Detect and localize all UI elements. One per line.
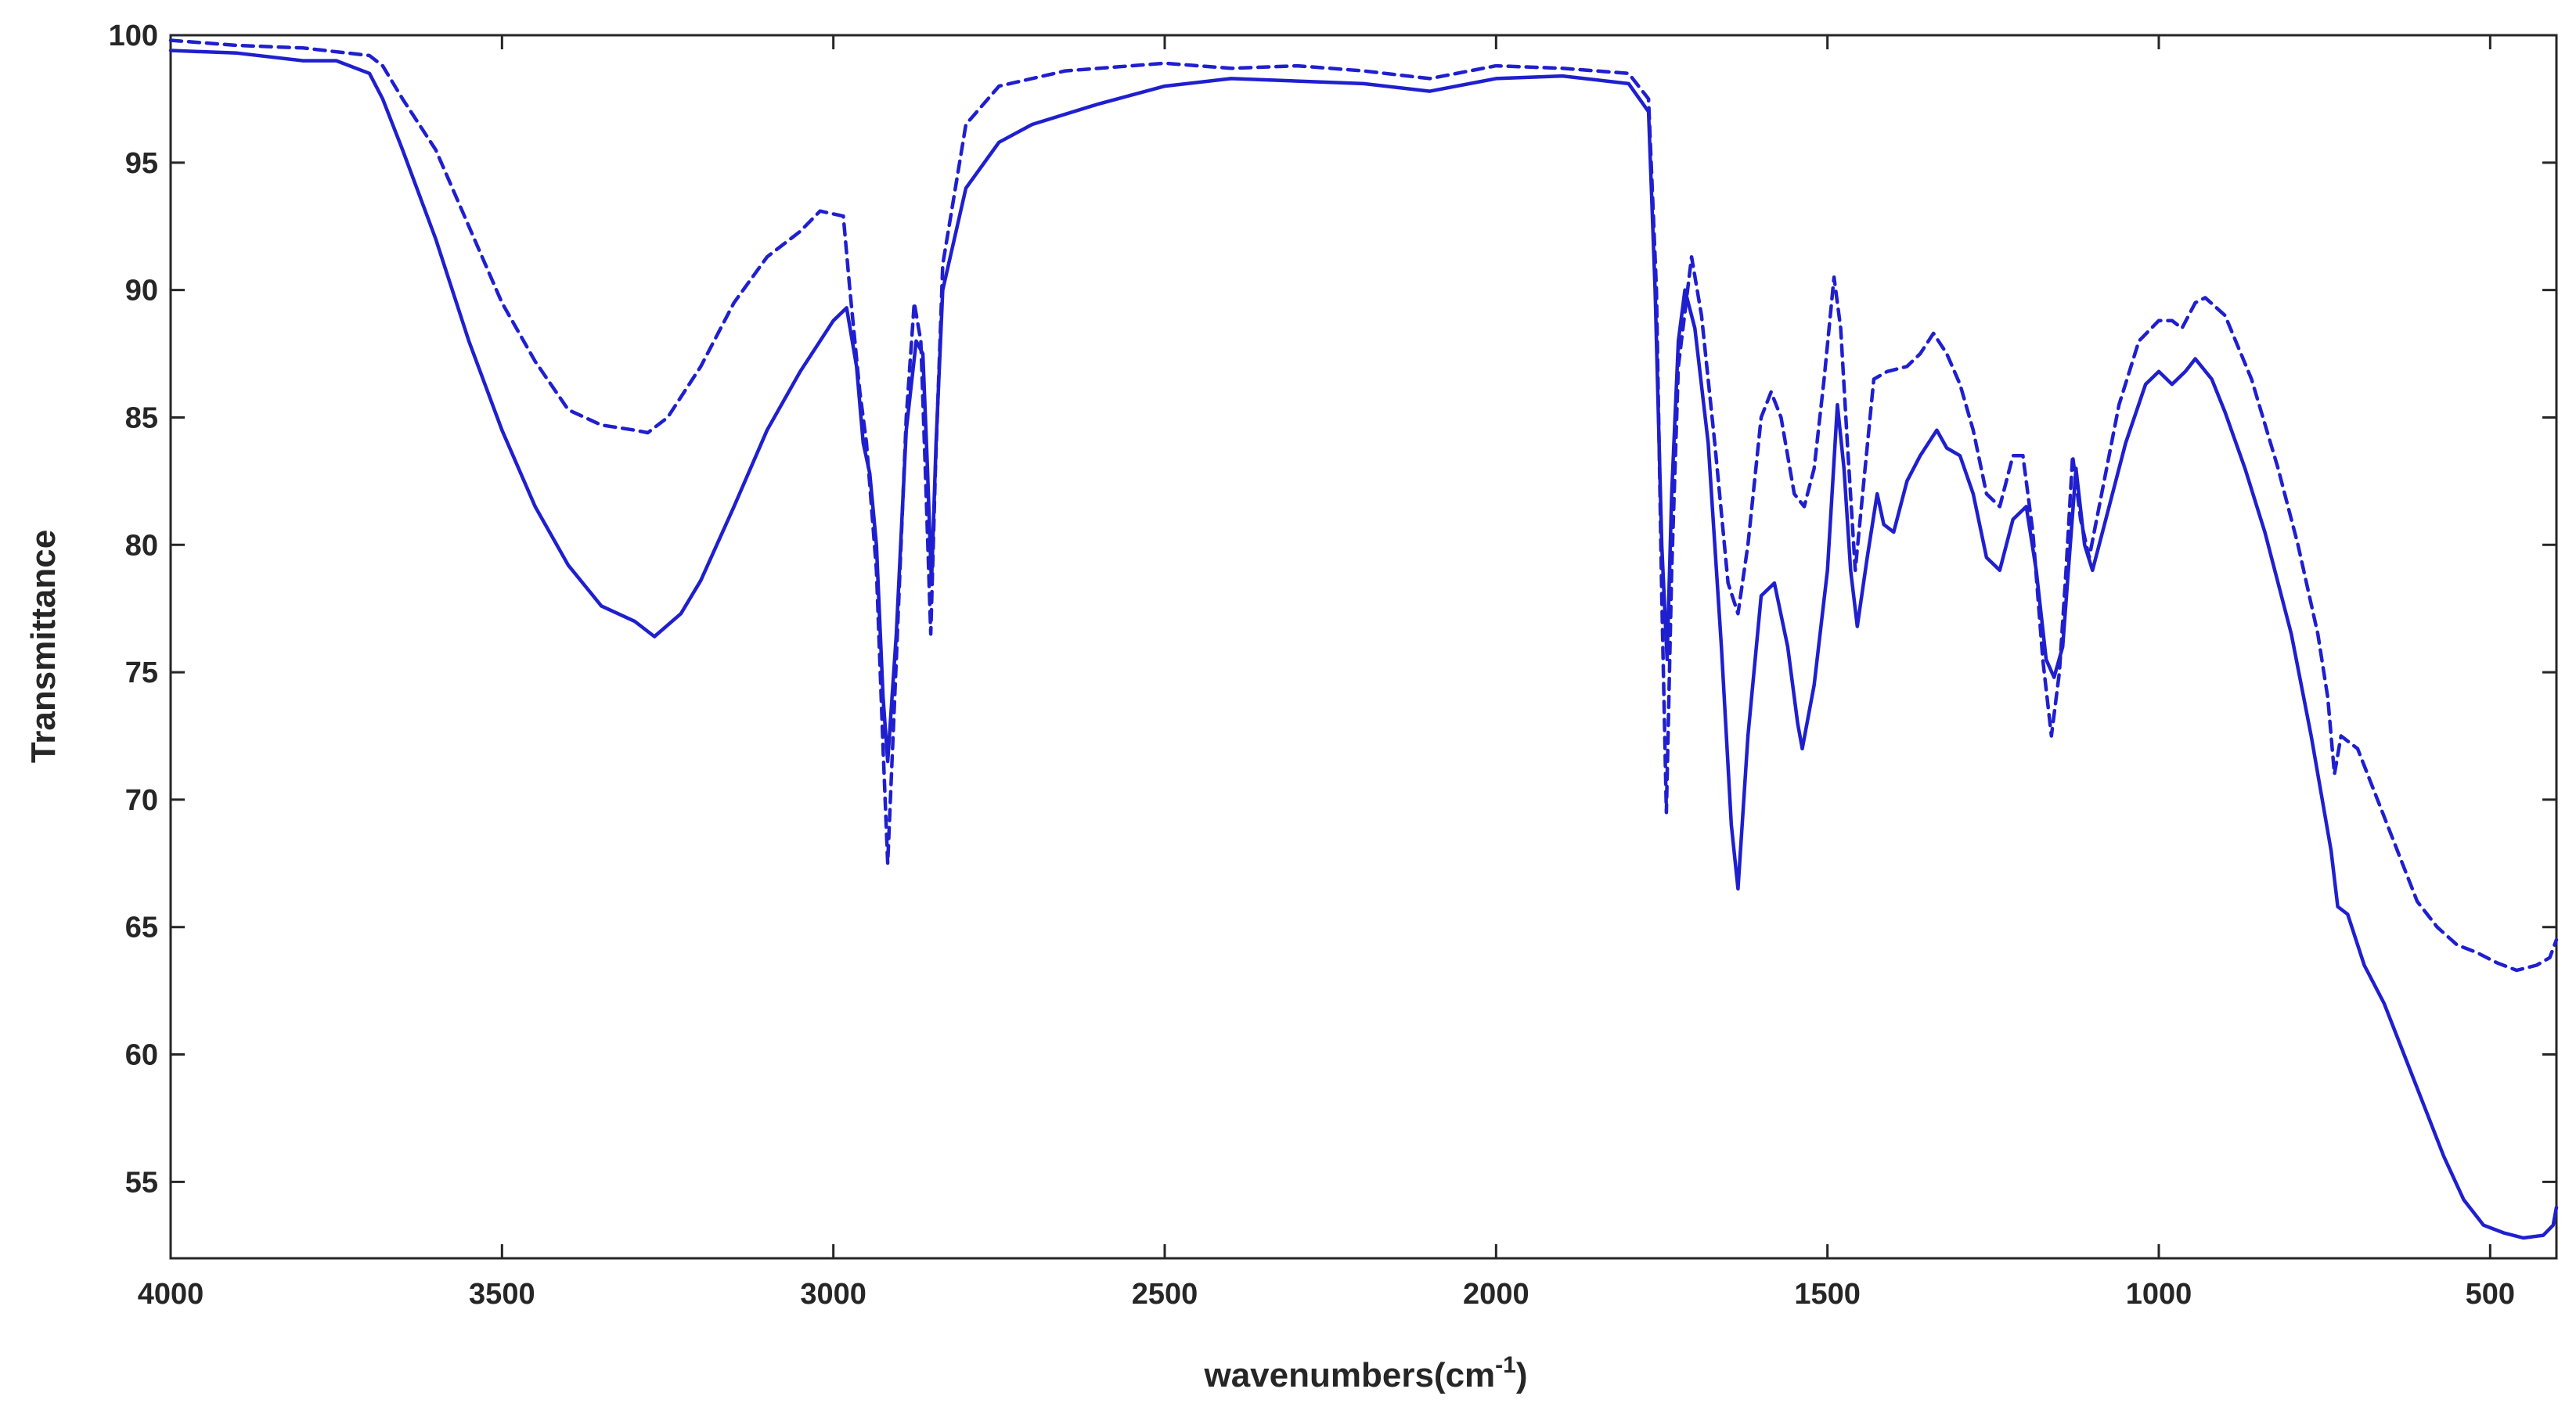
series-line-solid [168, 49, 2559, 1240]
x-axis-title-close: ) [1516, 1356, 1528, 1394]
x-tick-label: 4000 [138, 1278, 204, 1311]
x-tick-label: 2500 [1132, 1278, 1198, 1311]
x-axis: 4000 3500 3000 2500 2000 1500 1000 500 [138, 35, 2515, 1311]
x-tick-label: 1000 [2126, 1278, 2192, 1311]
y-axis: 55 60 65 70 75 80 85 90 95 100 [109, 20, 2556, 1199]
series-group [168, 38, 2559, 1240]
x-tick-label: 3000 [800, 1278, 866, 1311]
series-line-dashed [168, 38, 2559, 973]
x-tick-label: 3500 [469, 1278, 535, 1311]
x-axis-title-superscript: -1 [1495, 1352, 1516, 1378]
y-tick-label: 95 [125, 147, 158, 180]
y-tick-label: 75 [125, 657, 158, 689]
y-tick-label: 90 [125, 275, 158, 308]
x-tick-label: 2000 [1463, 1278, 1529, 1311]
x-axis-title: wavenumbers(cm-1) [1203, 1352, 1527, 1394]
y-tick-label: 70 [125, 784, 158, 817]
x-tick-label: 500 [2466, 1278, 2515, 1311]
y-tick-label: 80 [125, 529, 158, 562]
y-axis-title: Transmittance [24, 530, 63, 763]
y-tick-label: 85 [125, 401, 158, 434]
y-tick-label: 100 [109, 20, 158, 52]
y-tick-label: 55 [125, 1166, 158, 1199]
y-tick-label: 65 [125, 912, 158, 944]
plot-frame [169, 34, 2558, 1260]
x-tick-label: 1500 [1794, 1278, 1861, 1311]
y-tick-label: 60 [125, 1039, 158, 1072]
x-axis-title-main: wavenumbers(cm [1203, 1356, 1495, 1394]
